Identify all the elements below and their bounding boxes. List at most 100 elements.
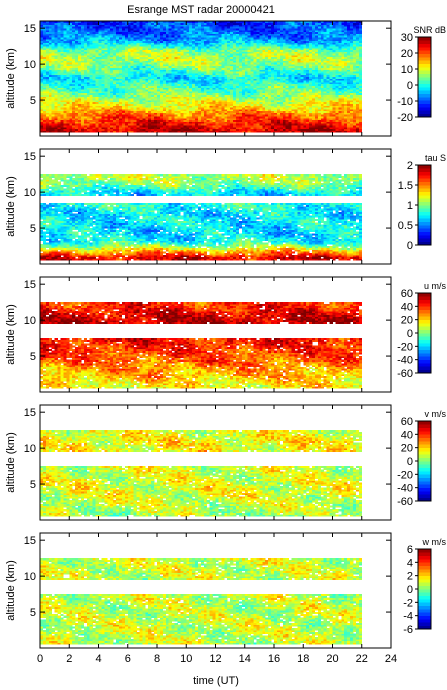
heatmap-cell xyxy=(233,100,236,102)
heatmap-cell xyxy=(213,91,216,93)
heatmap-cell xyxy=(145,118,148,120)
heatmap-cell xyxy=(172,61,175,63)
heatmap-cell xyxy=(239,71,242,73)
heatmap-cell xyxy=(172,28,175,30)
heatmap-cell xyxy=(183,111,186,113)
heatmap-cell xyxy=(218,48,221,50)
heatmap-cell xyxy=(274,79,277,81)
heatmap-cell xyxy=(233,39,236,41)
heatmap-cell xyxy=(119,70,122,72)
heatmap-cell xyxy=(169,107,172,109)
heatmap-cell xyxy=(172,57,175,59)
heatmap-cell xyxy=(216,80,219,82)
heatmap-cell xyxy=(157,120,160,122)
heatmap-cell xyxy=(122,68,125,70)
heatmap-cell xyxy=(236,100,239,102)
heatmap-cell xyxy=(207,59,210,61)
heatmap-cell xyxy=(160,55,163,57)
heatmap-cell xyxy=(160,26,163,28)
heatmap-cell xyxy=(145,77,148,79)
heatmap-cell xyxy=(160,82,163,84)
heatmap-cell xyxy=(227,93,230,95)
heatmap-cell xyxy=(242,64,245,66)
heatmap-cell xyxy=(139,32,142,34)
heatmap-cell xyxy=(175,127,178,129)
heatmap-cell xyxy=(180,125,183,127)
heatmap-cell xyxy=(145,96,148,98)
heatmap-cell xyxy=(131,105,134,107)
heatmap-cell xyxy=(248,25,251,27)
heatmap-cell xyxy=(116,125,119,127)
heatmap-cell xyxy=(245,57,248,59)
heatmap-cell xyxy=(233,41,236,43)
heatmap-cell xyxy=(175,57,178,59)
heatmap-cell xyxy=(192,123,195,125)
heatmap-cell xyxy=(66,105,69,107)
heatmap-cell xyxy=(60,96,63,98)
heatmap-cell xyxy=(180,96,183,98)
heatmap-cell xyxy=(177,131,180,133)
heatmap-cell xyxy=(207,120,210,122)
heatmap-cell xyxy=(113,100,116,102)
heatmap-cell xyxy=(221,105,224,107)
heatmap-cell xyxy=(113,95,116,97)
heatmap-cell xyxy=(230,87,233,89)
heatmap-cell xyxy=(251,70,254,72)
heatmap-cell xyxy=(262,53,265,55)
heatmap-cell xyxy=(87,77,90,79)
heatmap-cell xyxy=(230,55,233,57)
heatmap-cell xyxy=(110,73,113,75)
heatmap-cell xyxy=(254,120,257,122)
heatmap-cell xyxy=(183,129,186,131)
heatmap-cell xyxy=(248,89,251,91)
heatmap-cell xyxy=(131,32,134,34)
heatmap-cell xyxy=(166,96,169,98)
heatmap-cell xyxy=(256,84,259,86)
heatmap-cell xyxy=(101,80,104,82)
heatmap-cell xyxy=(107,118,110,120)
heatmap-cell xyxy=(248,93,251,95)
heatmap-cell xyxy=(107,113,110,115)
heatmap-cell xyxy=(134,100,137,102)
heatmap-cell xyxy=(268,96,271,98)
heatmap-cell xyxy=(221,46,224,48)
heatmap-cell xyxy=(236,73,239,75)
heatmap-cell xyxy=(265,77,268,79)
heatmap-cell xyxy=(166,50,169,52)
heatmap-cell xyxy=(224,41,227,43)
heatmap-cell xyxy=(96,102,99,104)
heatmap-cell xyxy=(265,98,268,100)
heatmap-cell xyxy=(242,105,245,107)
heatmap-cell xyxy=(104,71,107,73)
heatmap-cell xyxy=(81,70,84,72)
heatmap-cell xyxy=(198,96,201,98)
heatmap-cell xyxy=(204,64,207,66)
heatmap-cell xyxy=(204,105,207,107)
heatmap-cell xyxy=(268,70,271,72)
heatmap-cell xyxy=(256,98,259,100)
heatmap-cell xyxy=(180,82,183,84)
heatmap-cell xyxy=(224,25,227,27)
heatmap-cell xyxy=(204,37,207,39)
heatmap-cell xyxy=(104,44,107,46)
heatmap-cell xyxy=(145,86,148,88)
heatmap-cell xyxy=(256,46,259,48)
heatmap-cell xyxy=(271,26,274,28)
heatmap-cell xyxy=(198,111,201,113)
heatmap-cell xyxy=(163,91,166,93)
heatmap-cell xyxy=(160,102,163,104)
heatmap-cell xyxy=(60,89,63,91)
heatmap-cell xyxy=(145,55,148,57)
heatmap-cell xyxy=(104,55,107,57)
heatmap-cell xyxy=(236,30,239,32)
heatmap-cell xyxy=(151,62,154,64)
heatmap-cell xyxy=(46,32,49,34)
heatmap-cell xyxy=(148,44,151,46)
heatmap-cell xyxy=(195,32,198,34)
heatmap-cell xyxy=(119,96,122,98)
heatmap-cell xyxy=(75,64,78,66)
heatmap-cell xyxy=(157,77,160,79)
heatmap-cell xyxy=(52,104,55,106)
heatmap-cell xyxy=(84,50,87,52)
heatmap-cell xyxy=(154,86,157,88)
